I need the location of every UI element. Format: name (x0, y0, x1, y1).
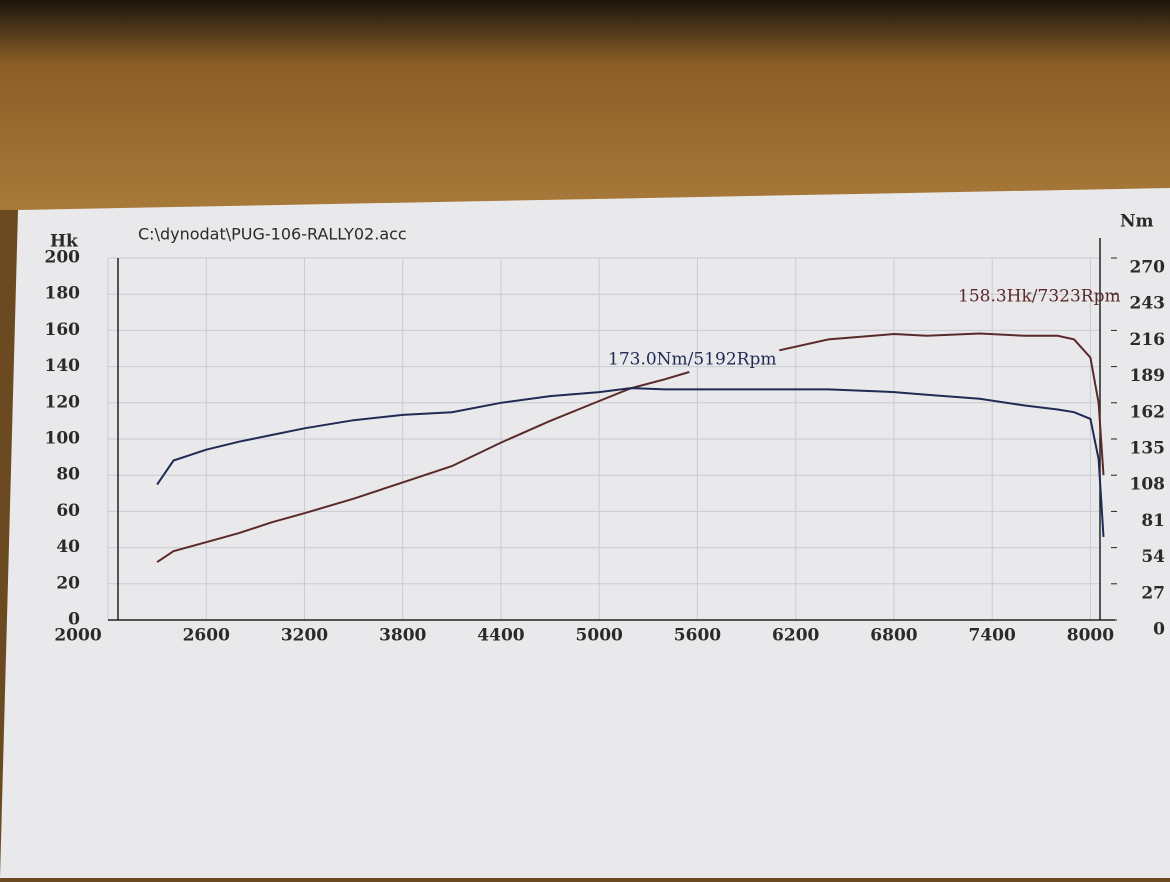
y-axis-label: Hk (50, 232, 79, 252)
y-tick-label: 0 (68, 610, 80, 630)
y2-tick-label: 27 (1141, 583, 1165, 603)
desk (0, 0, 1170, 210)
y2-tick-label: 216 (1130, 330, 1166, 350)
x-tick-label: 5600 (674, 626, 721, 646)
y2-tick-label: 243 (1130, 294, 1166, 314)
y2-tick-label: 162 (1130, 402, 1166, 422)
y-tick-label: 120 (45, 392, 81, 412)
series-line (156, 387, 1105, 537)
y-tick-label: 200 (45, 248, 81, 268)
paper (0, 188, 1170, 878)
y-tick-label: 60 (56, 501, 80, 521)
x-tick-label: 6200 (772, 626, 819, 646)
x-tick-label: 5000 (576, 626, 623, 646)
x-tick-label: 3800 (379, 626, 426, 646)
y2-tick-label: 135 (1130, 439, 1166, 459)
y-tick-label: 160 (45, 320, 81, 340)
x-tick-label: 6800 (870, 626, 917, 646)
y-tick-label: 180 (45, 284, 81, 304)
y2-tick-label: 108 (1130, 475, 1166, 495)
annotation: 158.3Hk/7323Rpm (958, 287, 1121, 307)
chart-title: C:\dynodat\PUG-106-RALLY02.acc (138, 225, 407, 244)
y-tick-label: 100 (45, 429, 81, 449)
y2-tick-label: 54 (1141, 547, 1165, 567)
y-tick-label: 40 (56, 537, 80, 557)
y2-tick-label: 270 (1130, 258, 1166, 278)
x-tick-label: 3200 (281, 626, 328, 646)
annotation: 173.0Nm/5192Rpm (608, 350, 776, 370)
y2-axis-label: Nm (1120, 212, 1154, 232)
x-tick-label: 2000 (54, 626, 101, 646)
y-tick-label: 80 (56, 465, 80, 485)
series-line (156, 332, 1105, 563)
x-tick-label: 7400 (969, 626, 1016, 646)
y-tick-label: 140 (45, 356, 81, 376)
y-tick-label: 20 (56, 573, 80, 593)
y2-tick-label: 81 (1141, 511, 1165, 531)
x-tick-label: 8000 (1067, 626, 1114, 646)
x-tick-label: 4400 (477, 626, 524, 646)
y2-tick-label: 189 (1130, 366, 1166, 386)
y2-tick-label: 0 (1153, 620, 1165, 640)
x-tick-label: 2600 (183, 626, 230, 646)
